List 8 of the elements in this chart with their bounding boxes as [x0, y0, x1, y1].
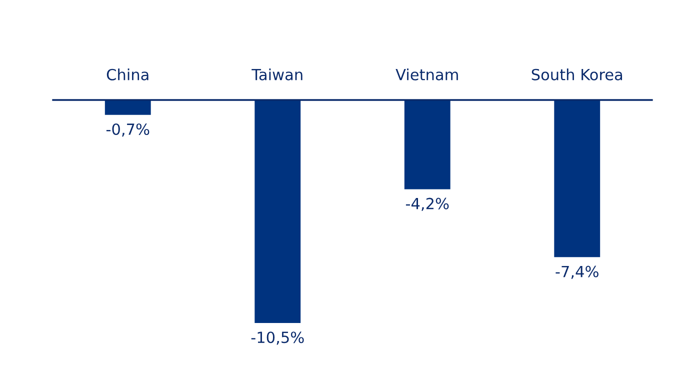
x-tick-label: China	[106, 68, 148, 80]
data-label: -10,5%	[251, 332, 304, 345]
data-label: -4,2%	[406, 198, 449, 211]
data-label: -7,4%	[556, 266, 598, 279]
data-label: -0,7%	[106, 123, 150, 137]
x-tick-label: Taiwan	[252, 68, 302, 80]
x-tick-label: Vietnam	[396, 68, 458, 80]
x-tick-label: South Korea	[532, 68, 622, 80]
